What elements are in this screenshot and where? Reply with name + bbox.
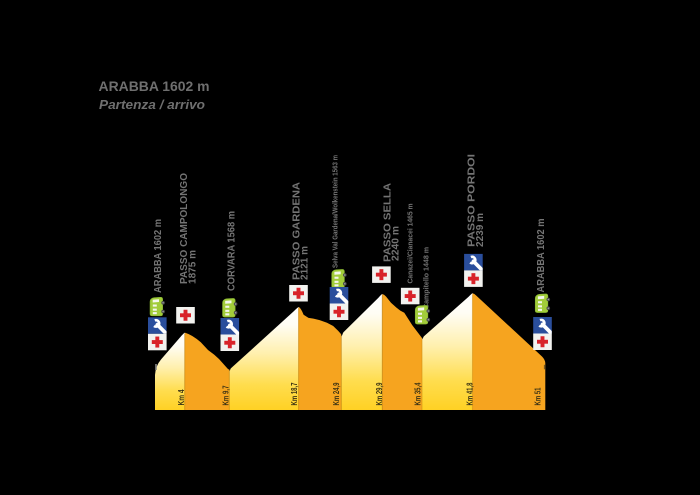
svg-text:PASSO SELLA: PASSO SELLA [383, 183, 394, 262]
svg-text:Canazei/Cianacei 1465 m: Canazei/Cianacei 1465 m [408, 204, 415, 284]
svg-text:PASSO CAMPOLONGO: PASSO CAMPOLONGO [179, 173, 190, 284]
svg-text:Km 51: Km 51 [532, 387, 542, 405]
svg-text:Campitello 1448 m: Campitello 1448 m [424, 247, 431, 309]
svg-text:Selva Val Gardena/Wolkenstein: Selva Val Gardena/Wolkenstein 1563 m [333, 155, 340, 268]
svg-text:ARABBA 1602 m: ARABBA 1602 m [99, 78, 210, 94]
svg-text:1875 m: 1875 m [188, 250, 199, 284]
svg-text:Km 35,4: Km 35,4 [412, 382, 422, 405]
svg-text:Km 18,7: Km 18,7 [289, 382, 299, 405]
svg-text:Partenza / arrivo: Partenza / arrivo [99, 97, 205, 112]
svg-text:Km 9,7: Km 9,7 [220, 385, 230, 405]
svg-text:ARABBA 1602 m: ARABBA 1602 m [536, 218, 547, 292]
svg-text:Km 29,9: Km 29,9 [374, 382, 384, 405]
svg-text:PASSO GARDENA: PASSO GARDENA [292, 182, 303, 280]
svg-text:CORVARA 1568 m: CORVARA 1568 m [227, 211, 238, 291]
svg-text:Km 4: Km 4 [176, 389, 186, 405]
svg-text:Km 41,8: Km 41,8 [464, 382, 474, 405]
svg-text:2239 m: 2239 m [475, 213, 486, 247]
svg-text:2121 m: 2121 m [300, 246, 311, 280]
svg-text:PASSO PORDOI: PASSO PORDOI [467, 154, 478, 247]
svg-text:2240 m: 2240 m [391, 226, 402, 261]
svg-text:ARABBA 1602 m: ARABBA 1602 m [153, 219, 164, 293]
svg-text:Km 24,9: Km 24,9 [331, 382, 341, 405]
